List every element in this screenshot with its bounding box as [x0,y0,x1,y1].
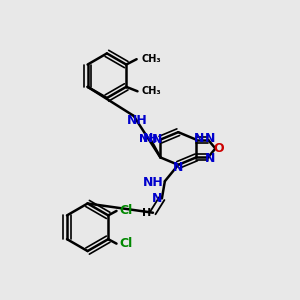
Text: Cl: Cl [119,204,133,218]
Text: N: N [194,132,204,145]
Text: O: O [214,142,224,155]
Text: Cl: Cl [119,237,133,250]
Text: NH: NH [139,134,158,144]
Text: N: N [143,132,154,145]
Text: N: N [173,161,183,174]
Text: N: N [152,192,162,205]
Text: NH: NH [142,176,164,189]
Text: NH: NH [127,114,148,127]
Text: N: N [152,133,163,146]
Text: N: N [205,152,215,165]
Text: CH₃: CH₃ [141,54,161,64]
Text: N: N [205,132,215,145]
Text: H: H [142,208,152,218]
Text: CH₃: CH₃ [142,86,162,96]
